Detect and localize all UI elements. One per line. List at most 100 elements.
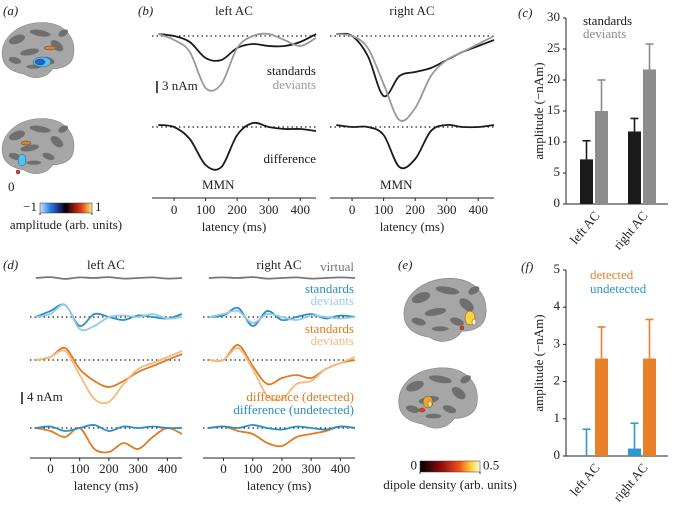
y-tick-label: 1 — [554, 410, 561, 425]
legend-label: standards — [267, 63, 316, 78]
sulcus — [406, 380, 424, 392]
activation — [418, 407, 426, 413]
panel-title: left AC — [87, 257, 125, 272]
sulcus — [29, 125, 51, 133]
activation — [20, 140, 32, 146]
waveform-line — [336, 123, 495, 170]
activation — [43, 45, 57, 51]
legend-label: difference — [264, 151, 317, 166]
sulcus — [411, 317, 426, 326]
colorbar-label: dipole density (arb. units) — [383, 477, 517, 492]
y-tick-label: 5 — [554, 261, 561, 276]
bar — [643, 69, 656, 205]
sulcus — [468, 286, 480, 295]
panel-label: (f) — [521, 259, 533, 274]
x-tick-label: 200 — [405, 202, 425, 217]
waveform-line — [158, 121, 317, 171]
waveform-line — [208, 276, 356, 280]
waveform-line — [35, 276, 183, 280]
waveform-line — [35, 349, 183, 405]
x-tick-label: left AC — [567, 460, 603, 499]
sulcus — [442, 405, 457, 414]
bar — [580, 159, 593, 204]
panel-label: (b) — [138, 3, 153, 18]
legend-label: deviants — [583, 26, 626, 41]
y-axis-label: amplitude (−nAm) — [531, 62, 546, 159]
sulcus — [42, 152, 55, 161]
colorbar-tick-label: −1 — [23, 199, 37, 214]
legend-label: difference (detected) — [246, 389, 354, 404]
x-tick-label: 400 — [331, 461, 351, 476]
waveform-line — [35, 426, 183, 454]
activation — [471, 318, 477, 326]
x-tick-label: 0 — [47, 461, 54, 476]
sulcus — [435, 286, 460, 295]
activation — [459, 325, 465, 331]
x-tick-label: 100 — [243, 461, 263, 476]
x-tick-label: 100 — [374, 202, 394, 217]
legend-label: standards — [305, 321, 354, 336]
sulcus — [50, 39, 64, 52]
sulcus — [50, 135, 64, 148]
colorbar-tick-label: 0 — [411, 457, 418, 472]
y-tick-label: 15 — [547, 102, 560, 117]
x-tick-label: 0 — [220, 461, 227, 476]
sulcus — [405, 405, 420, 413]
scale-bar-label: 3 nAm — [162, 78, 198, 93]
colorbar-tick-label: 1 — [95, 199, 102, 214]
y-tick-label: 25 — [547, 40, 560, 55]
sulcus — [459, 298, 474, 312]
y-tick-label: 5 — [554, 164, 561, 179]
x-tick-label: 400 — [290, 202, 310, 217]
legend-label: difference (undetected) — [233, 402, 354, 417]
sulcus — [8, 34, 26, 45]
x-tick-label: 300 — [128, 461, 148, 476]
x-tick-label: left AC — [567, 208, 603, 247]
x-axis-label: latency (ms) — [202, 219, 267, 234]
sulcus — [450, 317, 464, 326]
x-tick-label: 300 — [437, 202, 457, 217]
legend-label: undetected — [590, 281, 647, 296]
sulcus — [424, 307, 447, 317]
sulcus — [20, 48, 39, 56]
legend-label: deviants — [311, 333, 354, 348]
legend-label: deviants — [311, 293, 354, 308]
colorbar — [419, 460, 481, 473]
sulcus — [8, 152, 22, 160]
x-tick-label: 400 — [158, 461, 178, 476]
x-tick-label: right AC — [610, 460, 651, 504]
x-tick-label: 0 — [171, 202, 178, 217]
bar — [628, 448, 641, 456]
y-tick-label: 0 — [554, 195, 561, 210]
waveform-line — [35, 424, 183, 432]
waveform-line — [336, 33, 495, 122]
waveform-line — [208, 424, 356, 431]
brain — [403, 278, 487, 342]
annotation: 0 — [8, 179, 15, 194]
legend-label: virtual — [320, 259, 354, 274]
waveform-line — [208, 309, 356, 324]
x-axis-label: latency (ms) — [247, 478, 312, 493]
sulcus — [58, 125, 69, 133]
waveform-line — [208, 347, 356, 402]
sulcus — [20, 144, 39, 152]
y-tick-label: 30 — [547, 9, 560, 24]
waveform-line — [208, 344, 356, 386]
bar — [595, 111, 608, 204]
bar — [595, 358, 608, 456]
panel-label: (a) — [3, 3, 18, 18]
colorbar — [39, 202, 93, 214]
y-tick-label: 10 — [547, 133, 560, 148]
y-tick-label: 20 — [547, 71, 560, 86]
activation — [15, 169, 21, 175]
sulcus — [431, 326, 449, 332]
sulcus — [425, 413, 442, 419]
x-tick-label: 300 — [259, 202, 279, 217]
sulcus — [26, 160, 42, 165]
waveform-line — [35, 303, 183, 332]
brain — [398, 367, 478, 429]
panel-label: (c) — [518, 5, 532, 20]
y-tick-label: 2 — [554, 373, 561, 388]
annotation: MMN — [202, 177, 235, 192]
